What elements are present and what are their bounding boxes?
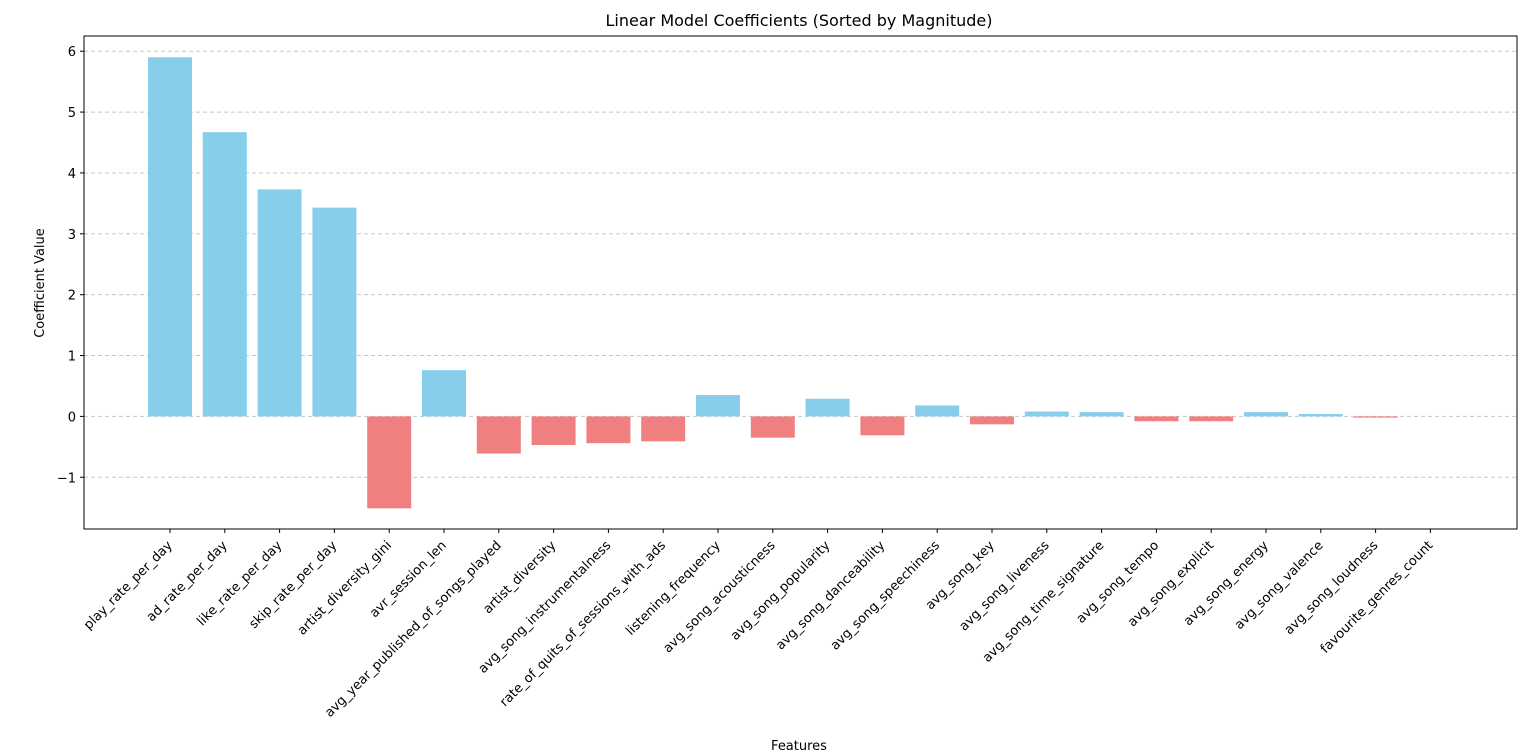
bar-avg-song-energy xyxy=(1244,412,1288,417)
y-axis-label: Coefficient Value xyxy=(33,228,48,338)
bar-artist-diversity-gini xyxy=(367,416,412,509)
bar-avg-song-instrumentalness xyxy=(586,416,631,444)
x-axis-label: Features xyxy=(771,739,827,754)
bar-ad-rate-per-day xyxy=(202,132,247,417)
bar-avg-song-speechiness xyxy=(915,405,960,417)
y-tick-labels: −1 0 1 2 3 4 5 6 xyxy=(57,45,76,486)
bars xyxy=(148,57,1398,509)
chart-title: Linear Model Coefficients (Sorted by Mag… xyxy=(606,11,993,30)
x-tick-label: avg_song_acousticness xyxy=(661,538,779,656)
bar-avg-song-explicit xyxy=(1189,416,1234,422)
x-tick-label: favourite_genres_count xyxy=(1318,538,1436,656)
bar-listening-frequency xyxy=(696,395,740,417)
y-tick-label: 4 xyxy=(68,167,76,182)
y-tick-label: 5 xyxy=(68,106,76,121)
x-tick-label: avg_song_liveness xyxy=(957,538,1053,634)
y-tick-label: 6 xyxy=(68,45,76,60)
bar-avg-year-published-of-songs-played xyxy=(476,416,521,454)
y-tick-label: 1 xyxy=(68,350,76,365)
bar-avr-session-len xyxy=(422,370,466,417)
x-tick-label: avg_song_speechiness xyxy=(828,538,943,653)
bar-avg-song-danceability xyxy=(860,416,905,436)
x-tick-labels: play_rate_per_dayad_rate_per_daylike_rat… xyxy=(81,538,1436,721)
plot-frame xyxy=(83,35,1518,530)
bar-avg-song-loudness xyxy=(1353,416,1398,418)
y-tick-label: −1 xyxy=(57,471,76,486)
y-tick-label: 3 xyxy=(68,228,76,243)
bar-skip-rate-per-day xyxy=(312,207,357,417)
x-tick-label: play_rate_per_day xyxy=(81,538,176,633)
bar-avg-song-tempo xyxy=(1134,416,1179,422)
bar-avg-song-liveness xyxy=(1024,411,1069,417)
bar-avg-song-key xyxy=(970,416,1014,425)
x-tick-label: listening_frequency xyxy=(623,538,724,639)
bar-avg-song-valence xyxy=(1298,413,1343,417)
bar-avg-song-popularity xyxy=(805,398,850,417)
bar-artist-diversity xyxy=(531,416,576,446)
x-tick-label: avg_song_danceability xyxy=(773,538,888,653)
x-tick-label: artist_diversity_gini xyxy=(295,538,395,638)
y-tick-label: 2 xyxy=(68,289,76,304)
bar-play-rate-per-day xyxy=(148,57,192,417)
bar-like-rate-per-day xyxy=(257,189,302,417)
y-tick-label: 0 xyxy=(68,410,76,425)
axes xyxy=(80,35,1518,533)
bar-rate-of-quits-of-sessions-with-ads xyxy=(641,416,686,442)
x-tick-label: avg_song_loudness xyxy=(1282,538,1382,638)
bar-avg-song-time-signature xyxy=(1079,412,1124,417)
bar-avg-song-acousticness xyxy=(750,416,795,438)
x-tick-label: avg_song_popularity xyxy=(728,538,834,644)
